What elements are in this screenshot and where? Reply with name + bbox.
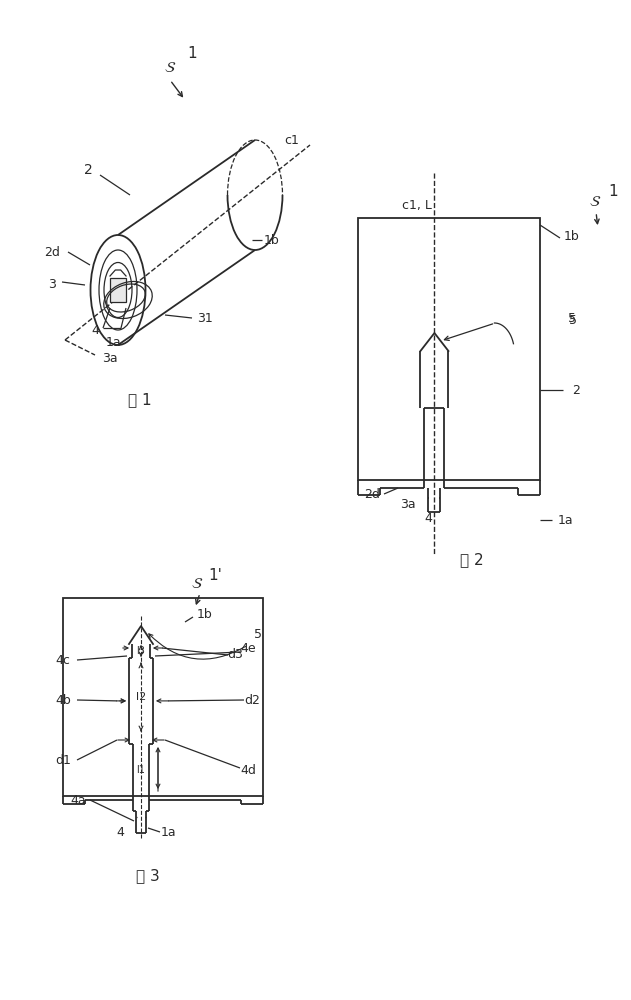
Text: 4: 4 [424,512,432,524]
Text: 1: 1 [187,45,197,60]
Text: 5: 5 [254,629,262,642]
Text: $\mathcal{S}$: $\mathcal{S}$ [164,60,176,76]
Text: 1': 1' [208,568,222,584]
Bar [63,598,263,796]
Text: l3: l3 [136,646,145,656]
Text: 1a: 1a [160,826,176,838]
Text: 2d: 2d [364,488,380,500]
Text: 图 2: 图 2 [460,552,484,568]
Text: 1b: 1b [264,233,280,246]
Text: 1a: 1a [105,336,121,349]
Text: c1, L: c1, L [401,198,432,212]
Text: 4b: 4b [55,694,71,706]
Text: 1b: 1b [197,608,213,621]
Text: 3: 3 [48,278,56,292]
Bar [358,218,540,480]
Text: c1: c1 [285,133,300,146]
Text: 5: 5 [569,314,577,326]
Bar [110,278,126,302]
Text: 图 3: 图 3 [136,868,160,884]
Text: 1: 1 [608,184,618,200]
Text: 3a: 3a [400,498,416,512]
Text: 1a: 1a [557,514,573,526]
Text: d3: d3 [227,648,243,662]
Text: 4d: 4d [240,764,256,776]
Text: 4a: 4a [70,794,86,806]
Text: 4e: 4e [240,642,256,654]
Text: 2d: 2d [44,245,60,258]
Text: 4c: 4c [56,654,71,666]
Text: 图 1: 图 1 [128,392,152,408]
Text: 4: 4 [91,324,99,336]
Text: l1: l1 [136,765,145,775]
Text: 2: 2 [572,383,580,396]
Text: $\mathcal{S}$: $\mathcal{S}$ [191,576,203,590]
Text: 2: 2 [84,163,92,177]
Text: l2: l2 [136,692,146,702]
Text: 3a: 3a [102,352,118,364]
Text: $\mathcal{S}$: $\mathcal{S}$ [589,194,601,210]
Text: d2: d2 [244,694,260,706]
Text: d1: d1 [55,754,71,766]
Text: 5: 5 [568,312,576,324]
Text: 1b: 1b [564,230,580,242]
Text: 31: 31 [197,312,213,324]
Text: 4: 4 [116,826,124,838]
